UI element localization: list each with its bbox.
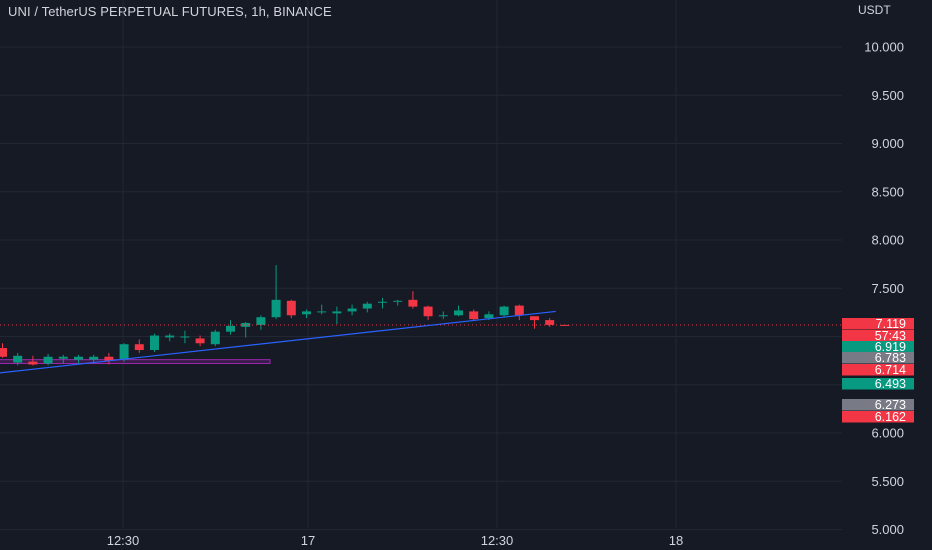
price-label-text: 6.493 bbox=[875, 377, 906, 391]
candle-body bbox=[134, 344, 144, 351]
x-tick-label: 18 bbox=[669, 533, 683, 548]
y-tick-label: 9.000 bbox=[871, 136, 904, 151]
candle-body bbox=[180, 336, 190, 338]
x-tick-label: 12:30 bbox=[107, 533, 140, 548]
candle-body bbox=[89, 356, 99, 360]
price-label-bg bbox=[842, 399, 914, 411]
price-label-text: 6.714 bbox=[875, 363, 906, 377]
price-label-bg bbox=[842, 411, 914, 423]
time-axis[interactable]: 12:30 17 12:30 18 bbox=[107, 533, 684, 548]
candle-body bbox=[165, 335, 175, 338]
candle-body bbox=[74, 356, 83, 360]
candle-body bbox=[210, 331, 220, 345]
trendline[interactable] bbox=[0, 310, 556, 375]
price-label-text: 6.162 bbox=[875, 410, 906, 424]
candle-body bbox=[13, 355, 23, 363]
price-label-bg bbox=[842, 318, 914, 330]
y-tick-label: 8.000 bbox=[871, 233, 904, 248]
currency-label: USDT bbox=[858, 3, 891, 17]
price-label-bg bbox=[842, 330, 914, 342]
y-tick-label: 5.000 bbox=[871, 522, 904, 537]
candle-body bbox=[454, 310, 463, 316]
candle-body bbox=[150, 335, 159, 351]
price-label-text: 6.919 bbox=[875, 340, 906, 354]
candle-body bbox=[195, 338, 205, 344]
candle-body bbox=[332, 311, 342, 314]
candle-body bbox=[362, 303, 372, 309]
candle-body bbox=[438, 315, 448, 317]
y-tick-label: 6.000 bbox=[871, 426, 904, 441]
price-label-bg bbox=[842, 364, 914, 376]
candle-body bbox=[499, 306, 509, 316]
candle-body bbox=[58, 356, 68, 359]
candle-body bbox=[484, 314, 494, 319]
price-zone[interactable] bbox=[0, 359, 271, 365]
candle-body bbox=[347, 308, 357, 312]
candle-body bbox=[514, 305, 524, 316]
candle-body bbox=[530, 316, 539, 321]
price-label-bg bbox=[842, 352, 914, 364]
candle-body bbox=[119, 344, 129, 360]
candle-body bbox=[469, 311, 479, 320]
candle-body bbox=[408, 299, 418, 307]
zone-rect bbox=[0, 359, 271, 365]
candle-body bbox=[302, 311, 311, 315]
price-label-text: 57:43 bbox=[875, 329, 906, 343]
y-tick-label: 10.000 bbox=[864, 40, 904, 55]
y-tick-label: 9.500 bbox=[871, 88, 904, 103]
price-axis[interactable]: 10.000 9.500 9.000 8.500 8.000 7.500 6.000 5.50… bbox=[864, 40, 904, 538]
y-tick-label: 5.500 bbox=[871, 474, 904, 489]
x-tick-label: 17 bbox=[301, 533, 315, 548]
candles bbox=[0, 265, 842, 366]
candle-body bbox=[317, 311, 327, 313]
candle-body bbox=[545, 320, 555, 325]
candle-body bbox=[241, 322, 251, 327]
price-label-bg bbox=[842, 378, 914, 390]
price-label-text: 6.273 bbox=[875, 398, 906, 412]
candle-body bbox=[28, 361, 38, 365]
candle-body bbox=[271, 299, 281, 318]
price-label-text: 7.119 bbox=[876, 317, 906, 331]
candle-body bbox=[286, 300, 296, 316]
candle-body bbox=[104, 356, 114, 361]
chart-title: UNI / TetherUS PERPETUAL FUTURES, 1h, BI… bbox=[8, 4, 332, 19]
price-label-text: 6.783 bbox=[875, 351, 906, 365]
candle-body bbox=[423, 306, 433, 317]
x-tick-label: 12:30 bbox=[481, 533, 514, 548]
candle-body bbox=[0, 348, 7, 357]
y-tick-label: 7.500 bbox=[871, 281, 904, 296]
candle-body bbox=[256, 317, 266, 325]
y-tick-label: 8.500 bbox=[871, 184, 904, 199]
grid-lines bbox=[0, 0, 842, 530]
candle-body bbox=[226, 325, 235, 332]
trendline-segment bbox=[0, 310, 556, 374]
candle-body bbox=[378, 301, 387, 303]
candle-body bbox=[393, 300, 403, 302]
candle-body bbox=[43, 356, 53, 364]
price-label-bg bbox=[842, 341, 914, 353]
